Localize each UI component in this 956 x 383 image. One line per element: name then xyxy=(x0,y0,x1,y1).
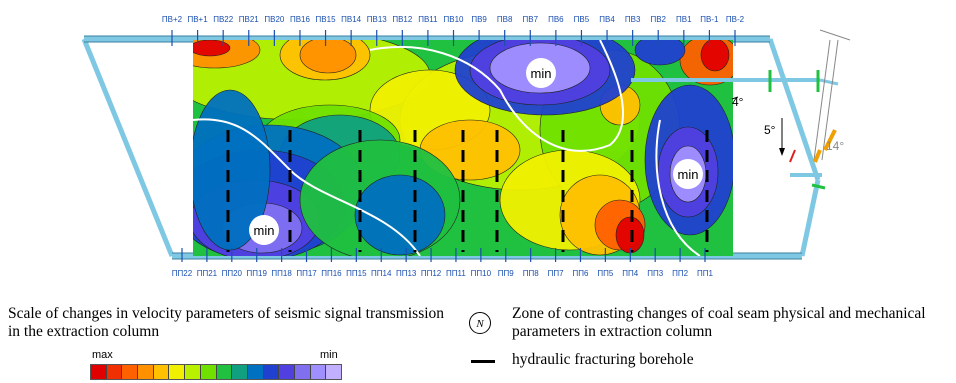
roadway-junction: 4° 5° 14° xyxy=(631,29,851,190)
contour-blob xyxy=(193,89,271,251)
min-marker-left-label: min xyxy=(254,223,275,238)
bottom-station-label: ПП15 xyxy=(346,269,367,278)
contour-blob xyxy=(615,216,645,254)
top-station-label: ПВ21 xyxy=(239,15,260,24)
bottom-station-label: ПП14 xyxy=(371,269,392,278)
bottom-station-label: ПП5 xyxy=(597,269,614,278)
angle-label-3: 14° xyxy=(826,139,844,153)
top-station-label: ПВ4 xyxy=(599,15,615,24)
borehole-legend-line xyxy=(471,360,495,363)
bottom-station-label: ПП8 xyxy=(523,269,540,278)
hydraulic-fracturing-boreholes xyxy=(226,130,709,252)
top-station-label: ПВ-1 xyxy=(700,15,719,24)
bottom-station-label: ПП4 xyxy=(622,269,639,278)
top-station-label: ПВ+1 xyxy=(187,15,208,24)
top-station-label: ПВ9 xyxy=(471,15,487,24)
top-station-label: ПВ15 xyxy=(316,15,337,24)
zone-description: Zone of contrasting changes of coal seam… xyxy=(512,305,926,340)
zone-symbol: N xyxy=(469,312,491,334)
scale-max-label: max xyxy=(92,349,113,361)
top-station-label: ПВ7 xyxy=(522,15,538,24)
bottom-station-label: ПП11 xyxy=(446,269,466,278)
scale-swatch xyxy=(91,365,107,379)
bottom-station-label: ПП20 xyxy=(222,269,243,278)
scale-min-label: min xyxy=(320,349,338,361)
scale-swatch xyxy=(138,365,154,379)
min-marker-top: min xyxy=(526,58,556,88)
contour-blob xyxy=(299,40,357,74)
scale-swatch xyxy=(106,365,123,379)
bottom-station-label: ПП21 xyxy=(197,269,218,278)
top-station-label: ПВ6 xyxy=(548,15,564,24)
contour-diagram: min min min ПВ+2 ПВ+1 ПВ22 ПВ21 ПВ20 ПВ16 ПВ15… xyxy=(81,15,851,278)
top-station-label: ПВ12 xyxy=(392,15,413,24)
bottom-station-label: ПП19 xyxy=(247,269,268,278)
scale-swatch xyxy=(232,365,248,379)
contour-line xyxy=(655,119,701,256)
top-station-label: ПВ20 xyxy=(264,15,285,24)
scale-swatch xyxy=(294,365,311,379)
angle-label-2: 5° xyxy=(764,123,776,137)
top-station-labels: ПВ+2 ПВ+1 ПВ22 ПВ21 ПВ20 ПВ16 ПВ15 ПВ14 ПВ13 ПВ12… xyxy=(162,15,745,46)
angle-label-1: 4° xyxy=(732,95,744,109)
bottom-station-label: ПП1 xyxy=(697,269,714,278)
contour-blob xyxy=(354,174,446,256)
min-marker-top-label: min xyxy=(531,66,552,81)
scale-swatch xyxy=(326,365,341,379)
top-station-label: ПВ1 xyxy=(676,15,692,24)
velocity-contour-map xyxy=(193,40,733,256)
contour-line xyxy=(369,40,624,152)
scale-swatch xyxy=(279,365,295,379)
top-station-label: ПВ2 xyxy=(650,15,666,24)
scale-swatch xyxy=(153,365,170,379)
scale-swatch xyxy=(310,365,327,379)
scale-swatch xyxy=(200,365,217,379)
bottom-station-label: ПП12 xyxy=(421,269,442,278)
bottom-station-label: ПП22 xyxy=(172,269,193,278)
scale-swatch xyxy=(263,365,280,379)
top-station-label: ПВ14 xyxy=(341,15,362,24)
top-station-label: ПВ11 xyxy=(418,15,438,24)
top-station-label: ПВ10 xyxy=(444,15,465,24)
contour-blob xyxy=(193,40,231,57)
top-station-label: ПВ5 xyxy=(574,15,590,24)
bottom-station-label: ПП3 xyxy=(647,269,664,278)
scale-swatch xyxy=(247,365,264,379)
bottom-station-label: ПП7 xyxy=(548,269,565,278)
bottom-station-label: ПП2 xyxy=(672,269,689,278)
min-marker-left: min xyxy=(249,215,279,245)
top-station-label: ПВ13 xyxy=(367,15,388,24)
scale-swatch xyxy=(185,365,201,379)
top-station-label: ПВ22 xyxy=(213,15,234,24)
top-station-label: ПВ+2 xyxy=(162,15,183,24)
bottom-station-label: ПП10 xyxy=(471,269,492,278)
min-marker-right-label: min xyxy=(678,167,699,182)
bottom-station-label: ПП18 xyxy=(271,269,292,278)
top-station-label: ПВ-2 xyxy=(726,15,745,24)
top-station-label: ПВ3 xyxy=(625,15,641,24)
bottom-station-label: ПП6 xyxy=(572,269,589,278)
scale-swatch xyxy=(169,365,186,379)
scale-swatch xyxy=(122,365,139,379)
bottom-station-label: ПП9 xyxy=(498,269,515,278)
scale-title: Scale of changes in velocity parameters … xyxy=(8,305,445,340)
contour-blob xyxy=(700,40,730,72)
top-station-label: ПВ16 xyxy=(290,15,311,24)
bottom-station-label: ПП17 xyxy=(296,269,317,278)
bottom-station-label: ПП16 xyxy=(321,269,342,278)
bottom-station-label: ПП13 xyxy=(396,269,417,278)
min-marker-right: min xyxy=(673,159,703,189)
contour-blob xyxy=(634,40,686,66)
borehole-description: hydraulic fracturing borehole xyxy=(512,351,694,368)
top-station-label: ПВ8 xyxy=(497,15,513,24)
velocity-color-scale xyxy=(90,364,342,380)
bottom-station-labels: ПП22 ПП21 ПП20 ПП19 ПП18 ПП17 ПП16 ПП15 ПП14 ПП13… xyxy=(172,248,714,278)
scale-swatch xyxy=(216,365,233,379)
